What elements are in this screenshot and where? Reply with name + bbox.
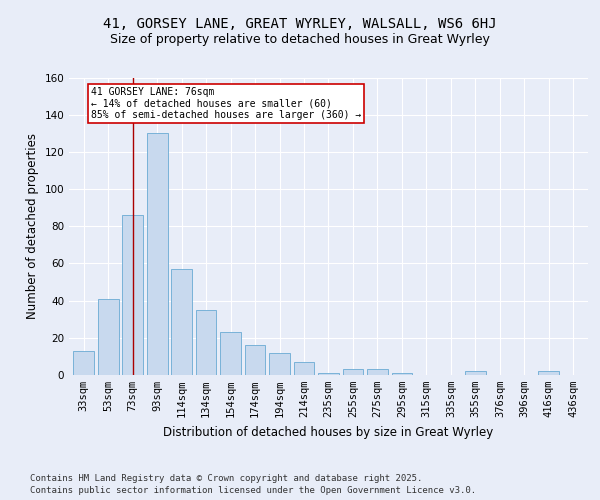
- Bar: [245, 345, 265, 375]
- Text: 41 GORSEY LANE: 76sqm
← 14% of detached houses are smaller (60)
85% of semi-deta: 41 GORSEY LANE: 76sqm ← 14% of detached …: [91, 87, 361, 120]
- X-axis label: Distribution of detached houses by size in Great Wyrley: Distribution of detached houses by size …: [163, 426, 494, 438]
- Bar: [122, 215, 143, 375]
- Bar: [220, 332, 241, 375]
- Y-axis label: Number of detached properties: Number of detached properties: [26, 133, 39, 320]
- Bar: [196, 310, 217, 375]
- Bar: [318, 373, 339, 375]
- Bar: [293, 362, 314, 375]
- Bar: [343, 370, 364, 375]
- Bar: [538, 372, 559, 375]
- Text: Contains HM Land Registry data © Crown copyright and database right 2025.
Contai: Contains HM Land Registry data © Crown c…: [30, 474, 476, 495]
- Bar: [367, 370, 388, 375]
- Bar: [171, 269, 192, 375]
- Bar: [465, 372, 486, 375]
- Bar: [98, 299, 119, 375]
- Text: 41, GORSEY LANE, GREAT WYRLEY, WALSALL, WS6 6HJ: 41, GORSEY LANE, GREAT WYRLEY, WALSALL, …: [103, 18, 497, 32]
- Bar: [269, 352, 290, 375]
- Text: Size of property relative to detached houses in Great Wyrley: Size of property relative to detached ho…: [110, 32, 490, 46]
- Bar: [147, 134, 167, 375]
- Bar: [73, 351, 94, 375]
- Bar: [392, 373, 412, 375]
